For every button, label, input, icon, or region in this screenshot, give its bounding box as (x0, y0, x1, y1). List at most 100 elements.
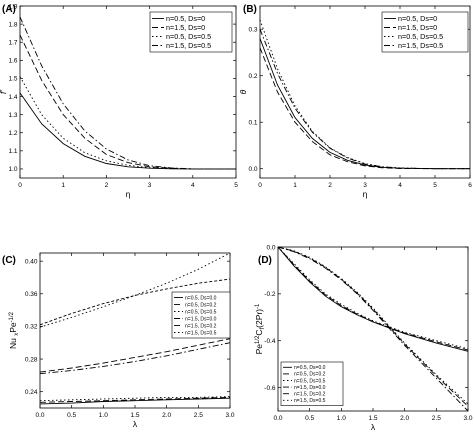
series-line-5 (277, 246, 469, 407)
x-tick-label: 1.0 (337, 415, 346, 422)
legend-entry: n=0.5, Ds=0.2 (185, 302, 217, 308)
x-tick-label: 2.5 (432, 415, 441, 422)
x-tick-label: 1 (293, 182, 297, 189)
panel-label: (B) (243, 4, 257, 15)
legend-entry: n=0.5, Ds=0 (166, 14, 205, 23)
x-tick-label: 3 (148, 182, 152, 189)
y-axis-label: θ (238, 89, 248, 94)
y-tick-label: 0.40 (25, 258, 38, 265)
x-tick-label: 1 (61, 182, 65, 189)
y-tick-label: 1.4 (8, 94, 17, 101)
series-line-4 (259, 29, 470, 170)
series-line-4 (39, 342, 231, 375)
plot-frame (19, 5, 237, 179)
y-tick-label: 0.28 (25, 356, 38, 363)
y-tick-label: 1.1 (8, 148, 17, 155)
series-line-2 (277, 246, 469, 351)
x-axis-label: λ (133, 419, 138, 429)
legend-entry: n=1.5, Ds=0.5 (398, 41, 443, 50)
series-line-2 (259, 47, 470, 170)
y-tick-label: -0.2 (264, 291, 276, 298)
series-line-3 (277, 246, 469, 350)
x-tick-label: 4 (191, 182, 195, 189)
legend-entry: n=1.5, Ds=0 (398, 23, 437, 32)
series-line-2 (19, 34, 236, 170)
series-line-1 (19, 92, 236, 170)
x-tick-label: 1.5 (130, 412, 139, 419)
series-line-4 (19, 16, 236, 170)
series-line-1 (277, 246, 469, 352)
legend-entry: n=0.5, Ds=0 (398, 14, 437, 23)
x-tick-label: 0 (18, 182, 22, 189)
y-tick-label: 0.32 (25, 324, 38, 331)
series-line-5 (39, 338, 231, 373)
legend-box (280, 361, 344, 406)
legend-entry: n=0.5, Ds=0.5 (166, 32, 211, 41)
legend-box (381, 11, 469, 53)
series-line-4 (277, 246, 469, 412)
x-tick-label: 0.5 (67, 412, 76, 419)
y-tick-label: 0.1 (248, 120, 257, 127)
y-tick-label: 1.9 (8, 3, 17, 10)
y-tick-label: 0.2 (248, 73, 257, 80)
x-tick-label: 3.0 (225, 412, 234, 419)
legend-entry: n=0.5, Ds=0.0 (294, 365, 326, 371)
legend-entry: n=0.5, Ds=0.5 (398, 32, 443, 41)
y-axis-label: Pe1/2Cf(2Pr)-1 (254, 303, 266, 354)
x-tick-label: 3.0 (463, 415, 472, 422)
legend-entry: n=0.5, Ds=0.0 (185, 295, 217, 301)
legend-entry: n=1.5, Ds=0.0 (185, 316, 217, 322)
y-tick-label: 1.6 (8, 58, 17, 65)
legend-box (171, 291, 231, 339)
panel-label: (A) (2, 4, 16, 15)
x-tick-label: 2 (105, 182, 109, 189)
y-tick-label: -0.6 (264, 385, 276, 392)
legend-entry: n=1.5, Ds=0.5 (185, 330, 217, 336)
y-tick-label: -0.4 (264, 338, 276, 345)
y-tick-label: 0.24 (25, 389, 38, 396)
legend-entry: n=1.5, Ds=0.0 (294, 385, 326, 391)
y-tick-label: 1.8 (8, 21, 17, 28)
x-axis-label: η (126, 189, 131, 199)
x-tick-label: 2.0 (400, 415, 409, 422)
series-line-6 (277, 246, 469, 405)
panel-c: (C) 0.0 0.5 1.0 1.5 2.0 2.5 3.0 0.24 0.28 0.32 0.36… (2, 252, 235, 429)
panel-a: (A) 0 1 2 3 4 5 1.0 1.1 1.2 1.3 1.4 1.5 1.6 1.7 1.8 1.9 η… (0, 3, 238, 199)
y-tick-label: 0.3 (248, 27, 257, 34)
x-tick-label: 0 (258, 182, 262, 189)
x-tick-label: 0.5 (305, 415, 314, 422)
series-line-1 (39, 397, 231, 405)
y-tick-label: 1.2 (8, 130, 17, 137)
x-tick-label: 0.0 (35, 412, 44, 419)
x-tick-label: 0.0 (273, 415, 282, 422)
legend-entry: n=1.5, Ds=0 (166, 23, 205, 32)
y-tick-label: 0.0 (248, 166, 257, 173)
x-axis-label: λ (371, 422, 376, 432)
x-tick-label: 1.5 (368, 415, 377, 422)
x-tick-label: 3 (363, 182, 367, 189)
y-tick-label: 1.0 (8, 166, 17, 173)
y-tick-label: 1.5 (8, 76, 17, 83)
legend-entry: n=1.5, Ds=0.2 (294, 392, 326, 398)
panel-label: (C) (2, 255, 16, 266)
panel-label: (D) (258, 255, 272, 266)
legend-entry: n=0.5, Ds=0.5 (185, 309, 217, 315)
y-tick-label: 0.36 (25, 291, 38, 298)
series-line-6 (39, 252, 231, 328)
x-axis-label: η (363, 189, 368, 199)
x-tick-label: 2 (328, 182, 332, 189)
series-line-3 (19, 76, 236, 170)
legend-entry: n=1.5, Ds=0.5 (166, 41, 211, 50)
series-line-1 (259, 38, 470, 170)
panel-d: (D) 0.0 0.5 1.0 1.5 2.0 2.5 3.0 0.0 -0.2 -0.4 -0.6 λ… (254, 244, 473, 432)
y-tick-label: 0.0 (266, 244, 275, 251)
x-tick-label: 1.0 (99, 412, 108, 419)
legend-entry: n=1.5, Ds=0.5 (294, 398, 326, 404)
legend-entry: n=0.5, Ds=0.2 (294, 372, 326, 378)
legend-entry: n=1.5, Ds=0.2 (185, 323, 217, 329)
y-tick-label: 1.3 (8, 112, 17, 119)
y-axis-label: f' (0, 90, 8, 94)
legend-entry: n=0.5, Ds=0.5 (294, 378, 326, 384)
